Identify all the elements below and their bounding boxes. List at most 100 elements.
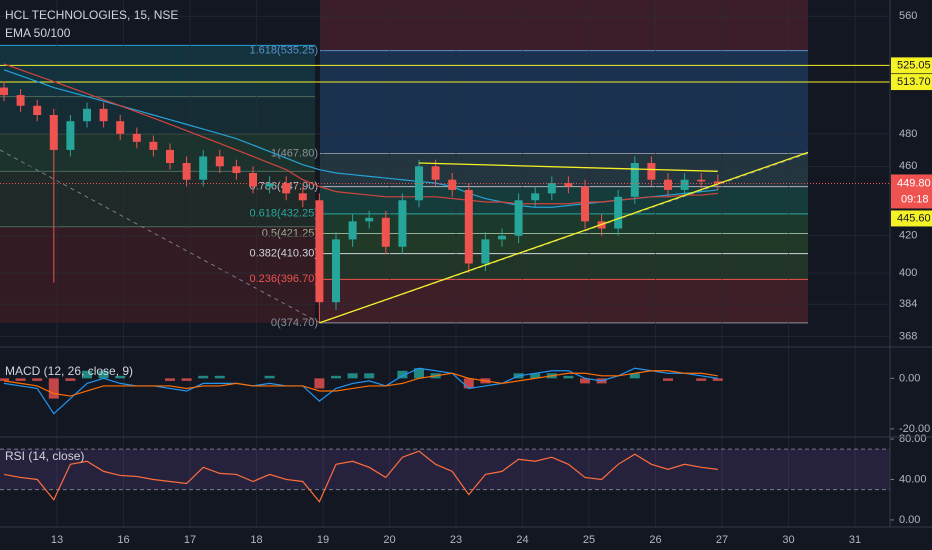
candle-body <box>647 163 656 180</box>
histogram-bar <box>663 378 673 381</box>
x-tick-label: 27 <box>716 534 728 546</box>
candle-body <box>448 179 457 190</box>
candle-body <box>282 183 291 194</box>
histogram-bar <box>712 378 723 381</box>
candle-body <box>415 166 423 201</box>
trendline <box>319 151 809 324</box>
x-tick-label: 20 <box>383 534 395 546</box>
signal-line <box>3 370 718 397</box>
y-tick-label: 0.00 <box>899 372 920 384</box>
candle-body <box>99 108 108 122</box>
histogram-bar <box>629 373 640 379</box>
histogram-bar <box>463 378 474 389</box>
histogram-bar <box>347 373 358 379</box>
fib-top-zone <box>320 0 808 51</box>
candle-body <box>514 200 523 236</box>
candle-body <box>664 179 672 190</box>
candle-body <box>265 183 274 187</box>
candle-body <box>232 166 241 173</box>
candle-body <box>464 189 473 264</box>
candle-body <box>581 186 589 222</box>
x-tick-label: 30 <box>782 534 794 546</box>
left-fib-zone <box>0 96 315 134</box>
price-tag <box>891 74 932 91</box>
candle-body <box>199 156 208 180</box>
candle-body <box>398 200 407 247</box>
y-tick-label: 80.00 <box>899 433 927 445</box>
histogram-bar <box>331 375 341 379</box>
y-tick-label: 40.00 <box>899 473 927 485</box>
left-fib-zone <box>0 133 315 172</box>
y-tick-label: 460 <box>899 160 917 172</box>
fib-zone <box>320 279 808 323</box>
x-tick-label: 13 <box>51 534 63 546</box>
fib-zone <box>320 153 808 187</box>
front-layer: 368 384 400 420 460 480 560 13 16 17 18 19 20 23 24 25 2… <box>0 10 932 546</box>
x-tick-label: 23 <box>450 534 462 546</box>
y-tick-label: -20.00 <box>899 423 930 435</box>
fib-zone <box>320 50 808 154</box>
candle-body <box>16 95 25 106</box>
rsi-band <box>0 449 890 490</box>
candle-body <box>697 179 706 182</box>
x-tick-label: 16 <box>117 534 129 546</box>
symbol-title: HCL TECHNOLOGIES, 15, NSE <box>5 8 178 22</box>
y-tick-label: 420 <box>899 230 917 242</box>
indicator-title: EMA 50/100 <box>5 26 71 40</box>
histogram-bar <box>414 368 424 379</box>
candle-body <box>215 156 224 167</box>
last-price-tag <box>891 174 932 209</box>
fib-label: 0(374.70) <box>271 317 318 329</box>
histogram-bar <box>397 370 408 379</box>
histogram-bar <box>48 378 59 399</box>
candle-body <box>614 196 623 229</box>
candle-body <box>315 200 324 303</box>
fib-label: 0.618(432.25) <box>250 208 319 220</box>
price-tag <box>891 57 932 74</box>
candle-body <box>381 217 390 247</box>
y-tick-label: 368 <box>899 331 917 343</box>
fib-zone <box>320 213 808 234</box>
fib-label: 0.5(421.25) <box>262 227 318 239</box>
fib-label: 0.236(396.70) <box>250 273 319 285</box>
fib-label: 1.618(535.25) <box>250 45 319 57</box>
left-fib-zone <box>0 45 315 97</box>
x-tick-label: 18 <box>250 534 262 546</box>
histogram-bar <box>314 378 325 389</box>
histogram-bar <box>198 375 209 379</box>
histogram-bar <box>530 373 541 379</box>
candle-body <box>332 239 340 303</box>
rsi-title: RSI (14, close) <box>5 449 84 463</box>
fib-label: 1(467.80) <box>271 147 318 159</box>
candle-body <box>33 105 42 115</box>
rsi-line <box>3 450 718 503</box>
candle-body <box>365 217 374 222</box>
candle-body <box>713 181 722 184</box>
histogram-bar <box>115 375 126 379</box>
histogram-bar <box>214 375 225 379</box>
y-tick-label: 480 <box>899 128 917 140</box>
candle-body <box>680 179 689 190</box>
histogram-bar <box>364 373 375 379</box>
y-tick-label: 384 <box>899 298 917 310</box>
candle-body <box>547 183 556 194</box>
candle-body <box>116 121 125 134</box>
candle-body <box>83 108 91 122</box>
histogram-bar <box>0 378 9 381</box>
candle-body <box>481 239 490 264</box>
candle-body <box>564 183 573 187</box>
candle-body <box>49 114 58 150</box>
macd-title: MACD (12, 26, close, 9) <box>5 364 133 378</box>
price-tag-label: 513.70 <box>897 76 931 88</box>
candle-body <box>630 163 639 197</box>
histogram-bar <box>181 378 192 381</box>
x-tick-label: 31 <box>849 534 861 546</box>
last-price-label: 449.80 <box>897 177 931 189</box>
candle-body <box>66 121 75 150</box>
fib-zone <box>320 233 808 254</box>
fib-label: 0.382(410.30) <box>250 248 319 260</box>
histogram-bar <box>82 370 92 379</box>
fib-zone <box>320 186 808 214</box>
